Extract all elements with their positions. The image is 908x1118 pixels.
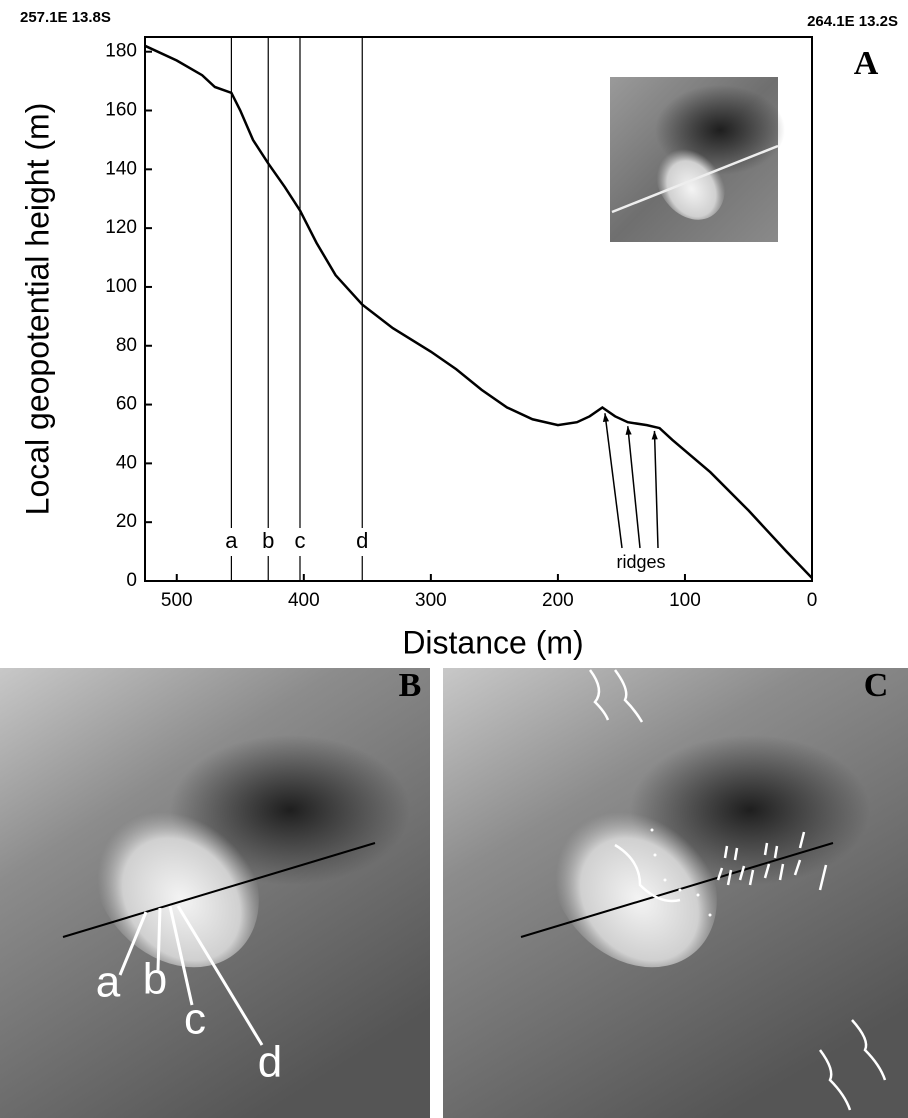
x-tick-label: 200 bbox=[542, 590, 574, 611]
panel-label: A bbox=[854, 45, 879, 82]
ridges-label: ridges bbox=[616, 552, 665, 572]
marker-label-bg bbox=[258, 528, 279, 556]
coord-right: 264.1E 13.2S bbox=[807, 13, 898, 30]
coord-left: 257.1E 13.8S bbox=[20, 9, 111, 26]
x-tick-label: 400 bbox=[288, 590, 320, 611]
y-tick-label: 160 bbox=[105, 100, 137, 121]
y-axis-label: Local geopotential height (m) bbox=[19, 103, 55, 516]
image-panel-b bbox=[0, 668, 430, 1118]
x-axis-label: Distance (m) bbox=[402, 624, 583, 660]
y-tick-label: 80 bbox=[116, 335, 137, 356]
ridge-arrowhead bbox=[602, 413, 610, 423]
image-label: b bbox=[143, 955, 167, 1004]
image-label: a bbox=[96, 958, 121, 1007]
panel-label: B bbox=[399, 667, 422, 704]
marker-label: c bbox=[294, 528, 305, 553]
plot-frame bbox=[144, 36, 813, 582]
x-tick-label: 0 bbox=[807, 590, 818, 611]
ridge-arrow bbox=[653, 430, 659, 549]
marker-label-bg bbox=[289, 528, 310, 556]
ridge-arrow bbox=[627, 426, 641, 549]
image-panel-c bbox=[443, 668, 908, 1118]
marker-label-bg bbox=[221, 528, 242, 556]
y-tick-label: 140 bbox=[105, 158, 137, 179]
panel-label: C bbox=[864, 667, 889, 704]
marker-label-bg bbox=[352, 528, 373, 556]
ridge-arrowhead bbox=[625, 426, 632, 435]
y-tick-label: 60 bbox=[116, 394, 137, 415]
marker-label: d bbox=[356, 528, 368, 553]
marker-label: a bbox=[225, 528, 238, 553]
y-tick-label: 40 bbox=[116, 452, 137, 473]
inset-image bbox=[610, 77, 785, 242]
x-tick-label: 100 bbox=[669, 590, 701, 611]
x-tick-label: 500 bbox=[161, 590, 193, 611]
image-label: d bbox=[258, 1038, 282, 1087]
image-label: c bbox=[184, 995, 206, 1044]
marker-label: b bbox=[262, 528, 274, 553]
y-tick-label: 180 bbox=[105, 41, 137, 62]
y-tick-label: 20 bbox=[116, 511, 137, 532]
ridge-arrow bbox=[604, 413, 623, 549]
ridge-arrowhead bbox=[651, 430, 658, 440]
profile-line bbox=[144, 44, 813, 579]
y-tick-label: 0 bbox=[126, 570, 137, 591]
y-tick-label: 120 bbox=[105, 217, 137, 238]
y-tick-label: 100 bbox=[105, 276, 137, 297]
x-tick-label: 300 bbox=[415, 590, 447, 611]
